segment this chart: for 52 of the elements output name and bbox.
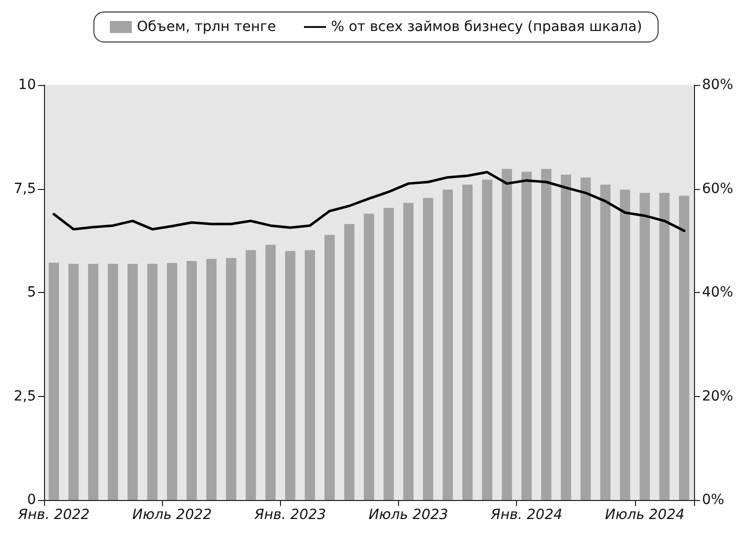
y2-tick-label: 80%: [702, 77, 734, 93]
y-tick-label: 7,5: [14, 180, 36, 197]
bar: [442, 190, 453, 500]
y-tick-label: 5: [27, 284, 36, 300]
bar: [48, 262, 59, 500]
bar: [462, 184, 473, 500]
bar: [560, 174, 572, 500]
bar: [147, 264, 158, 500]
bar: [403, 202, 414, 500]
bar: [620, 190, 630, 500]
bar: [384, 208, 394, 500]
legend-label: Объем, трлн тенге: [136, 19, 276, 35]
line-series: [52, 170, 686, 232]
y2-tick-label: 20%: [702, 388, 734, 404]
bar: [502, 168, 512, 500]
x-tick-label: Июль 2022: [132, 507, 212, 523]
bar: [580, 178, 591, 500]
x-tick-label: Июль 2024: [604, 507, 685, 523]
bar: [659, 192, 670, 500]
y2-tick-label: 40%: [702, 284, 734, 300]
bar: [128, 264, 138, 500]
y-tick-label: 10: [18, 77, 36, 93]
x-tick-label: Янв. 2023: [253, 507, 326, 523]
y2-tick-label: 0%: [702, 492, 724, 508]
bar: [88, 264, 98, 500]
x-tick-label: Янв. 2022: [17, 507, 90, 523]
y2-tick-label: 60%: [702, 180, 734, 197]
y-tick-label: 2,5: [14, 388, 36, 404]
bar: [600, 184, 610, 500]
x-tick-label: Июль 2023: [368, 507, 448, 523]
bar: [226, 258, 236, 500]
bar: [206, 258, 217, 500]
bar: [285, 251, 296, 500]
bar: [68, 264, 79, 500]
bar: [108, 264, 118, 500]
bar: [324, 234, 335, 500]
y-tick-label: 0: [27, 492, 36, 508]
bar: [679, 196, 690, 500]
legend-label: % от всех займов бизнесу (правая шкала): [330, 19, 642, 35]
bar: [246, 250, 256, 500]
bar: [541, 168, 552, 500]
bar: [265, 244, 276, 500]
bar: [640, 192, 650, 500]
bar: [186, 260, 197, 500]
bar: [304, 250, 316, 500]
x-tick-label: Янв. 2024: [490, 507, 562, 523]
bar: [344, 224, 354, 500]
bar: [482, 180, 492, 500]
bar: [166, 263, 178, 500]
bar: [422, 198, 434, 500]
bar: [521, 172, 532, 500]
bar: [364, 214, 374, 500]
